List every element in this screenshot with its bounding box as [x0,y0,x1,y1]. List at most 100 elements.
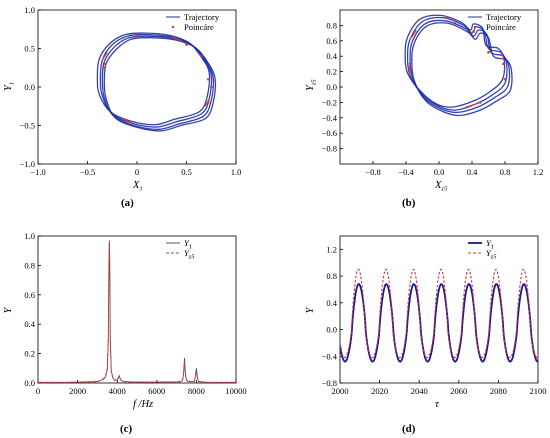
legend-label: Trajectory [486,12,522,22]
poincare-point [502,62,505,66]
poincare-segment [101,52,108,61]
legend-swatch [473,25,477,29]
y-axis-label: Y1 [3,82,16,91]
y-tick-label: 0.2 [326,67,337,77]
poincare-segment [471,29,475,34]
poincare-segment [500,52,505,59]
poincare-point [209,85,213,89]
legend-label: Yz5 [184,248,195,261]
y-tick-label: 0.0 [326,325,337,335]
x-tick-label: −0.5 [80,167,95,177]
x-tick-label: 0.5 [181,167,192,177]
poincare-point [135,34,139,38]
trajectory-loop [409,19,511,114]
x-tick-label: 2000 [332,386,349,396]
poincare-point [200,54,203,58]
y-axis-label: Y [305,307,316,314]
poincare-segment [171,36,182,42]
y-tick-label: 1.0 [24,5,35,15]
y-tick-label: 1.0 [24,231,35,241]
poincare-segment [204,98,210,107]
legend-label: Poincáre [184,22,214,32]
poincare-point [478,101,482,104]
series-line-Y1 [340,283,538,363]
x-axis-label: f /Hz [133,399,153,410]
x-tick-label: 1.2 [533,167,544,177]
y-tick-label: −0.8 [322,144,337,154]
poincare-point [206,78,210,81]
x-tick-label: 2040 [411,386,428,396]
x-tick-label: 2000 [69,386,86,396]
chart-c: 0 2000 4000 6000 8000 10000 0.0 0.2 0.4 0.6 0.8 1.0… [3,231,247,410]
plot-frame-c [37,235,237,384]
x-tick-label: 2020 [371,386,388,396]
y-tick-label: −1.0 [20,159,35,169]
trajectory-loop [404,14,506,108]
y-tick-label: 1.2 [326,244,337,254]
y-axis-label: Y [3,307,14,314]
y-tick-label: 0.8 [326,271,337,281]
y-tick-label: 0.4 [24,319,35,329]
y-tick-label: 0.4 [326,298,337,308]
y-tick-label: 0.0 [24,378,35,388]
caption-b: (b) [402,197,416,209]
poincare-segment [121,118,133,124]
x-tick-label: 0.8 [500,167,511,177]
x-tick-label: 2060 [450,386,467,396]
y-tick-label: 0.0 [24,82,35,92]
y-tick-label: 0.0 [326,82,337,92]
y-tick-label: 0.6 [24,290,35,300]
poincare-segment [408,65,411,76]
legend-label: Y1 [184,238,192,251]
poincare-point [103,66,106,70]
x-tick-label: −1.0 [30,167,45,177]
y-tick-label: −0.8 [322,378,337,388]
plot-frame-d [339,235,539,384]
y-tick-label: −0.2 [322,97,337,107]
x-tick-label: 10000 [225,386,246,396]
y-tick-label: 0.8 [24,260,35,270]
poincare-point [185,43,188,46]
y-tick-label: −0.5 [20,121,35,131]
x-tick-label: 0.4 [467,167,478,177]
series-line-Yz5 [340,268,538,359]
poincare-point [408,62,412,66]
caption-a: (a) [121,197,134,209]
y-tick-label: 0.8 [326,20,337,30]
legend-label: Trajectory [184,12,220,22]
x-tick-label: 0.0 [434,167,445,177]
x-tick-label: 0 [36,386,40,396]
x-axis-label: X1 [132,180,143,193]
y-tick-label: 0.6 [326,36,337,46]
poincare-point [503,78,507,81]
x-tick-label: 4000 [109,386,126,396]
trajectory-loop [406,16,508,111]
y-tick-label: −0.4 [322,113,338,123]
chart-d: 2000 2020 2040 2060 2080 2100 −0.8 −0.4 0.0 0.4 0.… [305,235,547,410]
trajectory-loop [103,37,217,132]
poincare-point [104,62,107,66]
series-line-Y1 [38,240,236,383]
x-axis-label: τ [435,399,440,410]
x-tick-label: 1.0 [231,167,242,177]
chart-b: −0.8 −0.4 0.0 0.4 0.8 1.2 −0.8 −0.6 −0.4 −0.2 0.0 0… [305,9,544,193]
poincare-segment [409,30,417,40]
trajectory-loop [411,22,513,117]
x-tick-label: −0.8 [365,167,380,177]
series-line-Yz5 [38,243,236,383]
poincare-point [487,51,490,54]
x-tick-label: 6000 [148,386,165,396]
poincare-segment [465,103,477,108]
caption-d: (d) [402,423,416,435]
y-axis-label: Yz5 [305,79,318,91]
x-tick-label: 0 [135,167,139,177]
trajectory-loop [96,32,211,126]
y-tick-label: 0.2 [24,349,35,359]
poincare-point [454,20,457,23]
x-axis-label: Xz5 [434,180,448,193]
